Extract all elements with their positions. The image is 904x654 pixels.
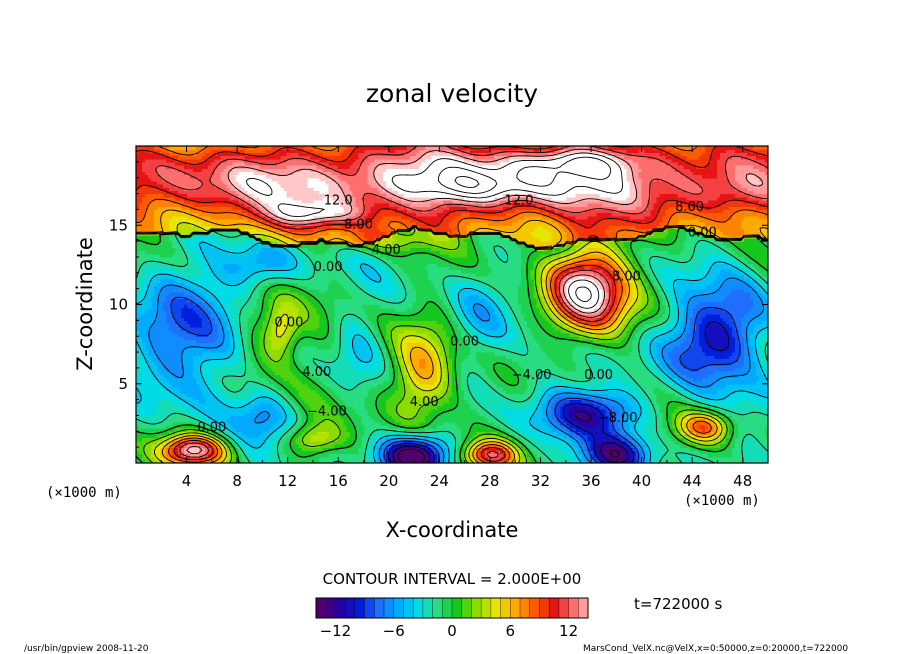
x-tick-label: 20 [379, 472, 398, 490]
plot-area: 12.0 12.0 8.00 8.00 4.00 0.00 0.00 8.00 0.00 0.00… [109, 145, 769, 490]
footer-program: /usr/bin/gpview 2008-11-20 [24, 644, 149, 654]
colorbar-swatch [432, 598, 443, 618]
contour-negative [397, 448, 620, 463]
colorbar-swatch [578, 598, 589, 618]
contour-positive [136, 146, 768, 462]
x-tick-label: 16 [329, 472, 348, 490]
x-tick-label: 12 [278, 472, 297, 490]
contour-negative [388, 321, 730, 463]
colorbar-tick-label: 12 [559, 622, 578, 640]
colorbar-swatch [490, 598, 501, 618]
contour-negative [392, 410, 629, 463]
x-tick-label: 44 [683, 472, 702, 490]
colorbar-swatch [481, 598, 492, 618]
contour-positive [155, 146, 768, 458]
colorbar-tick-label: 0 [447, 622, 457, 640]
contour-label: 0.00 [450, 335, 479, 350]
colorbar-swatch [335, 598, 346, 618]
colorbar-tick-label: −12 [320, 622, 352, 640]
colorbar-swatch [558, 598, 569, 618]
contour-label: 0.00 [274, 316, 303, 331]
contour-label: 12.0 [324, 194, 353, 209]
contour-label: 4.00 [410, 395, 439, 410]
colorbar-swatch [442, 598, 453, 618]
colorbar-swatch [422, 598, 433, 618]
y-tick-label: 10 [109, 296, 128, 314]
contour-label: −4.00 [512, 368, 552, 383]
contour-label: 4.00 [302, 365, 331, 380]
contour-positive [136, 226, 768, 463]
x-tick-label: 8 [232, 472, 242, 490]
contour-label: 12.0 [505, 194, 534, 209]
contour-positive [454, 176, 480, 188]
colorbar-swatch [403, 598, 414, 618]
y-axis-label: Z-coordinate [73, 237, 97, 371]
contour-label: 0.00 [197, 420, 226, 435]
contour-positive [437, 156, 612, 303]
colorbar-swatch [529, 598, 540, 618]
x-axis-label: X-coordinate [386, 518, 519, 542]
contour-label: 0.00 [688, 225, 717, 240]
colorbar-swatch [520, 598, 531, 618]
contour-negative [136, 231, 768, 463]
colorbar-swatch [461, 598, 472, 618]
colorbar-swatch [374, 598, 385, 618]
colorbar-swatch [316, 598, 327, 618]
contour-positive [136, 209, 768, 463]
colorbar-swatch [539, 598, 550, 618]
colorbar-swatch [568, 598, 579, 618]
x-tick-label: 32 [531, 472, 550, 490]
colorbar-swatch [471, 598, 482, 618]
colorbar-swatch [364, 598, 375, 618]
colorbar-swatch [413, 598, 424, 618]
chart-title: zonal velocity [366, 79, 538, 108]
colorbar-swatch [345, 598, 356, 618]
y-tick-label: 15 [109, 216, 128, 234]
contour-label: −8.00 [598, 411, 638, 426]
contour-label: 8.00 [344, 217, 373, 232]
contour-label: −4.00 [307, 404, 347, 419]
colorbar-swatch [500, 598, 511, 618]
z-unit-label: (×1000 m) [46, 485, 122, 501]
colorbar-swatch [325, 598, 336, 618]
colorbar-tick-label: 6 [506, 622, 516, 640]
contour-positive [136, 146, 768, 463]
contour-interval-text: CONTOUR INTERVAL = 2.000E+00 [323, 570, 582, 588]
contour-label: 8.00 [612, 270, 641, 285]
contour-negative [170, 296, 741, 463]
colorbar-swatch [510, 598, 521, 618]
contour-label: 0.00 [314, 260, 343, 275]
contour-positive [186, 148, 763, 455]
colorbar-tick-label: −6 [383, 622, 405, 640]
colorbar: −12 −6 0 6 12 [315, 597, 589, 640]
contour-negative [148, 277, 764, 463]
x-tick-label: 48 [733, 472, 752, 490]
footer-variable: MarsCond_VelX.nc@VelX,x=0:50000,z=0:2000… [583, 644, 848, 654]
colorbar-swatch [384, 598, 395, 618]
x-tick-label: 28 [480, 472, 499, 490]
contour-label: 0.00 [584, 368, 613, 383]
contour-label: 8.00 [675, 200, 704, 215]
contour-positive [136, 222, 768, 463]
x-unit-label: (×1000 m) [684, 493, 760, 509]
contour-positive [245, 152, 623, 309]
x-tick-label: 4 [182, 472, 192, 490]
colorbar-swatch [354, 598, 365, 618]
x-tick-label: 24 [430, 472, 449, 490]
colorbar-swatch [393, 598, 404, 618]
contour-positive [136, 227, 768, 463]
contour-label: 4.00 [372, 243, 401, 258]
x-tick-label: 40 [632, 472, 651, 490]
time-label: t=722000 s [634, 595, 722, 613]
x-tick-label: 36 [581, 472, 600, 490]
y-tick-label: 5 [118, 375, 128, 393]
colorbar-swatch [452, 598, 463, 618]
colorbar-swatch [549, 598, 560, 618]
